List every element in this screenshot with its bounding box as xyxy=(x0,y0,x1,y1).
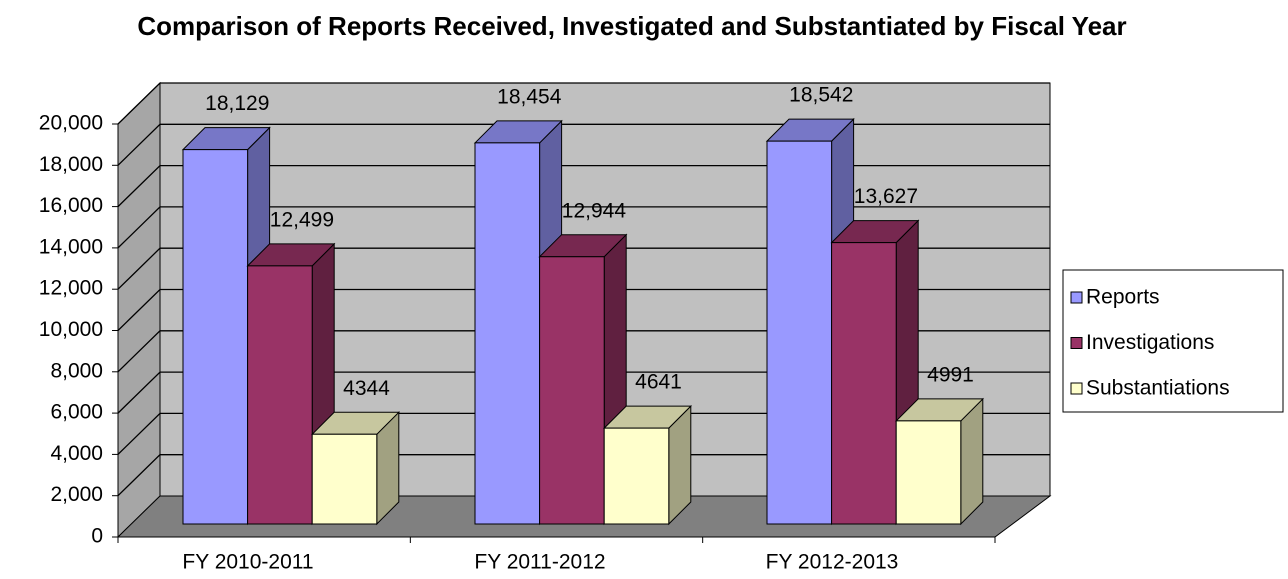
grid-line xyxy=(117,206,1050,249)
bar-front xyxy=(247,265,313,525)
legend-label: Investigations xyxy=(1086,331,1214,354)
value-label: 18,129 xyxy=(205,92,269,115)
x-tick-label: FY 2011-2012 xyxy=(474,551,605,574)
chart-title: Comparison of Reports Received, Investig… xyxy=(137,11,1127,41)
value-label: 4991 xyxy=(927,363,974,386)
y-tick-label: 16,000 xyxy=(39,194,103,217)
y-tick-label: 4,000 xyxy=(50,442,103,465)
grid-line xyxy=(117,288,1050,331)
value-label: 4344 xyxy=(343,377,390,400)
bar xyxy=(894,397,985,526)
bar-front xyxy=(182,149,249,525)
bar-front xyxy=(603,427,670,525)
value-label: 18,542 xyxy=(789,84,853,107)
value-label: 13,627 xyxy=(854,185,918,208)
bar-front xyxy=(539,256,605,525)
x-tick-label: FY 2010-2011 xyxy=(182,551,313,574)
grid-line xyxy=(117,123,1050,166)
legend-swatch xyxy=(1070,337,1083,349)
bar-front xyxy=(311,433,378,525)
value-label: 4641 xyxy=(635,371,682,394)
grid-line xyxy=(117,247,1050,290)
y-tick-label: 14,000 xyxy=(39,235,103,258)
y-tick-label: 0 xyxy=(91,525,103,548)
y-tick-label: 2,000 xyxy=(50,483,103,506)
grid-line xyxy=(117,454,1050,497)
value-label: 12,944 xyxy=(562,199,627,222)
y-tick-label: 12,000 xyxy=(39,277,103,300)
y-tick-label: 18,000 xyxy=(39,153,103,176)
legend-swatch xyxy=(1070,382,1083,395)
grid-line xyxy=(117,371,1050,414)
grid-line xyxy=(117,330,1050,373)
value-label: 12,499 xyxy=(270,208,334,231)
legend-swatch xyxy=(1070,291,1083,304)
bar xyxy=(246,242,336,526)
bar xyxy=(602,404,693,526)
legend-label: Substantiations xyxy=(1086,377,1230,400)
bar-front xyxy=(474,142,541,525)
bar xyxy=(830,219,920,526)
grid-line xyxy=(117,412,1050,455)
value-label: 18,454 xyxy=(497,85,562,108)
y-tick-label: 20,000 xyxy=(39,112,103,135)
y-tick-label: 6,000 xyxy=(50,401,103,424)
bar-front xyxy=(895,420,962,525)
x-tick-label: FY 2012-2013 xyxy=(766,551,899,574)
grid-line xyxy=(117,164,1050,208)
bar-front xyxy=(766,140,833,525)
y-tick-label: 8,000 xyxy=(50,359,103,382)
legend-box xyxy=(1062,269,1284,413)
grid-line xyxy=(117,82,1050,125)
y-tick-label: 10,000 xyxy=(39,318,103,341)
bar xyxy=(310,411,401,526)
bar-front xyxy=(831,242,897,525)
legend-label: Reports xyxy=(1086,286,1160,309)
